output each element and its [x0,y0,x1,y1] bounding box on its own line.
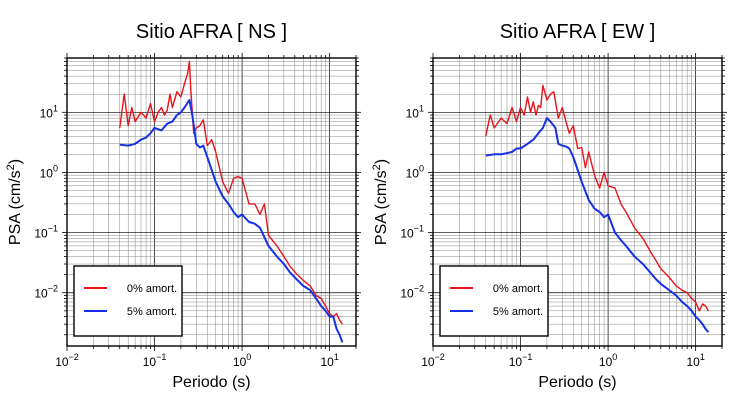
y-tick-label: 10−1 [34,224,58,241]
y-tick-label: 10−2 [400,284,424,301]
legend-label: 0% amort. [493,283,543,295]
legend-label: 0% amort. [127,283,177,295]
legend-box [73,265,183,337]
x-tick-label: 101 [320,352,338,369]
grid [432,57,723,346]
chart-panel-ew: 10−2 10−1 100 101 10−2 10−1 100 101 Sitio AFRA [… [371,21,727,391]
y-axis-label: PSA (cm/s2) [5,159,24,245]
y-tick-label: 10−1 [400,224,424,241]
series-line-undamped [485,84,710,312]
legend: 0% amort. 5% amort. [73,265,183,337]
y-tick-label: 101 [40,103,58,120]
x-tick-label: 10−2 [421,352,445,369]
legend: 0% amort. 5% amort. [439,265,549,337]
y-tick-label: 10−2 [34,284,58,301]
x-tick-label: 10−2 [55,352,79,369]
plot-frame [432,57,723,347]
x-tick-label: 100 [599,352,617,369]
x-axis-label: Periodo (s) [172,374,250,391]
chart-panel-ns: 10−2 10−1 100 101 10−2 10−1 100 101 Sitio AFRA [… [5,21,361,391]
x-tick-label: 10−1 [143,352,167,369]
y-tick-label: 100 [406,163,424,180]
plot-frame [66,57,357,347]
x-tick-label: 10−1 [509,352,533,369]
x-tick-label: 100 [233,352,251,369]
axis-ticks [62,53,361,351]
chart-title: Sitio AFRA [ NS ] [136,21,287,43]
x-axis-label: Periodo (s) [538,374,616,391]
series-line-undamped [119,60,343,325]
axis-ticks [428,53,727,351]
chart-title: Sitio AFRA [ EW ] [500,21,656,43]
legend-label: 5% amort. [493,306,543,318]
legend-box [439,265,549,337]
y-axis-label: PSA (cm/s2) [371,159,390,245]
series-line-damped [485,117,710,333]
y-tick-label: 101 [406,103,424,120]
series-line-damped [119,99,344,343]
legend-label: 5% amort. [127,306,177,318]
x-tick-label: 101 [686,352,704,369]
y-tick-label: 100 [40,163,58,180]
